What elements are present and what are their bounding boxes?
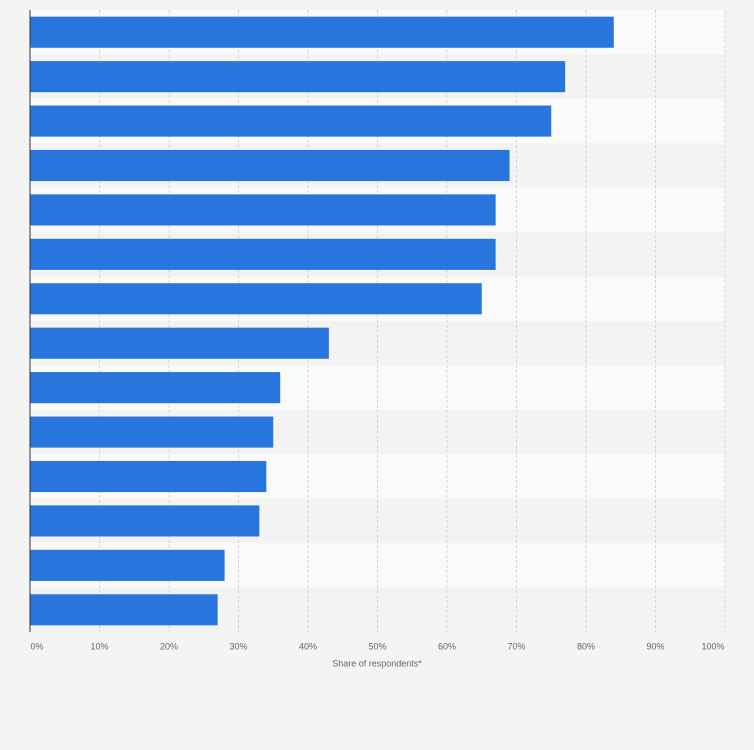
x-tick-label: 60% <box>438 641 456 651</box>
bar <box>30 594 218 626</box>
bar <box>30 416 274 448</box>
bar <box>30 194 496 226</box>
x-tick-label: 50% <box>368 641 386 651</box>
bar <box>30 372 281 404</box>
bar <box>30 16 614 48</box>
x-tick-label: 0% <box>30 641 43 651</box>
bar <box>30 460 267 493</box>
x-tick-label: 20% <box>160 641 178 651</box>
x-axis-title: Share of respondents* <box>332 658 422 668</box>
bar <box>30 238 496 270</box>
bar <box>30 149 510 182</box>
x-tick-label: 30% <box>229 641 247 651</box>
bar <box>30 505 260 537</box>
bar <box>30 549 225 581</box>
x-tick-label: 100% <box>701 641 724 651</box>
bar <box>30 105 552 137</box>
bar <box>30 283 482 315</box>
bar <box>30 327 329 359</box>
x-tick-label: 70% <box>507 641 525 651</box>
x-tick-label: 10% <box>90 641 108 651</box>
x-tick-label: 80% <box>577 641 595 651</box>
x-tick-label: 40% <box>299 641 317 651</box>
bar <box>30 61 566 93</box>
x-tick-label: 90% <box>646 641 664 651</box>
